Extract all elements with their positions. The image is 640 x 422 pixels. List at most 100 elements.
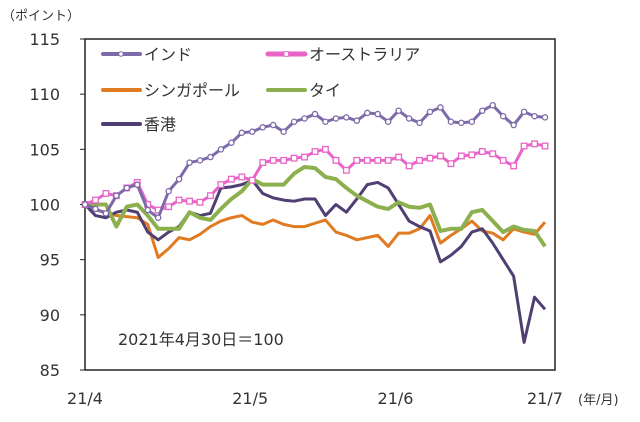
data-point	[374, 110, 381, 118]
data-point	[248, 176, 256, 184]
legend-label: オーストラリア	[309, 45, 420, 64]
y-axis: 85 90 95 100 105 110 115	[29, 30, 85, 380]
data-point	[405, 115, 413, 122]
data-point	[520, 108, 528, 116]
data-point	[426, 154, 434, 162]
x-tick-label: 21/4	[67, 389, 103, 408]
data-point	[395, 153, 403, 161]
data-point	[405, 162, 413, 170]
data-point	[249, 128, 256, 135]
data-point	[426, 108, 434, 116]
data-point	[217, 146, 225, 153]
data-point	[207, 153, 214, 161]
data-point	[395, 107, 402, 114]
data-point	[290, 154, 298, 162]
y-axis-unit-label: （ポイント）	[2, 9, 80, 24]
data-point	[510, 121, 517, 129]
y-tick-label: 85	[40, 361, 60, 380]
data-point	[92, 205, 99, 213]
y-tick-label: 115	[29, 30, 60, 49]
data-point	[478, 148, 486, 155]
data-point	[301, 153, 308, 161]
data-point	[102, 190, 110, 197]
data-point	[269, 121, 277, 129]
data-point	[447, 118, 455, 126]
data-point	[196, 198, 204, 206]
data-point	[311, 110, 319, 118]
y-tick-label: 95	[40, 251, 60, 270]
series-lines	[81, 101, 549, 344]
data-point	[186, 159, 193, 166]
data-point	[416, 156, 423, 164]
data-point	[489, 101, 496, 109]
data-point	[510, 162, 518, 170]
data-point	[175, 175, 183, 183]
legend-label: タイ	[309, 81, 341, 100]
data-point	[457, 152, 465, 160]
legend-label: インド	[144, 45, 192, 64]
x-tick-label: 21/6	[378, 389, 414, 408]
data-point	[175, 196, 183, 204]
data-point	[384, 156, 392, 164]
series-line	[85, 164, 547, 248]
data-point	[447, 160, 455, 168]
data-point	[322, 118, 329, 126]
legend-marker	[118, 51, 124, 57]
data-point	[280, 128, 287, 135]
data-point	[342, 166, 350, 174]
legend-label: 香港	[144, 115, 176, 134]
data-point	[343, 114, 350, 121]
data-point	[217, 181, 225, 189]
data-point	[541, 142, 549, 150]
data-point	[531, 140, 538, 148]
data-point	[468, 118, 476, 126]
data-point	[363, 156, 371, 164]
data-point	[228, 139, 235, 146]
data-point	[165, 203, 173, 211]
legend-marker	[283, 51, 290, 57]
data-point	[238, 129, 246, 137]
data-point	[468, 151, 476, 159]
data-point	[196, 157, 204, 164]
data-point	[437, 152, 444, 160]
data-point	[458, 119, 465, 127]
data-point	[384, 118, 392, 126]
data-point	[134, 181, 141, 188]
data-point	[92, 196, 99, 204]
y-tick-label: 100	[29, 196, 60, 215]
legend-label: シンガポール	[144, 81, 240, 100]
data-point	[113, 192, 120, 199]
data-point	[541, 114, 549, 121]
data-point	[332, 115, 340, 122]
data-point	[154, 214, 162, 221]
data-point	[259, 124, 266, 131]
data-point	[311, 148, 319, 155]
data-point	[301, 115, 308, 122]
data-point	[227, 175, 235, 183]
data-point	[437, 104, 444, 111]
y-tick-label: 105	[29, 140, 60, 159]
data-point	[165, 188, 172, 195]
data-point	[416, 119, 423, 127]
data-point	[102, 210, 110, 217]
data-point	[499, 112, 507, 120]
x-tick-label: 21/5	[232, 389, 268, 408]
data-point	[280, 156, 288, 164]
series-line	[83, 178, 547, 344]
x-tick-label: 21/7	[527, 389, 563, 408]
x-axis-unit-label: (年/月)	[578, 393, 619, 408]
data-point	[353, 117, 361, 124]
data-point	[353, 156, 361, 164]
data-point	[322, 145, 329, 153]
y-tick-label: 110	[29, 85, 60, 104]
data-point	[144, 206, 151, 214]
data-point	[186, 197, 193, 205]
data-point	[81, 201, 89, 208]
data-point	[364, 109, 371, 117]
data-point	[238, 173, 246, 181]
data-point	[290, 118, 298, 126]
data-point	[489, 150, 497, 158]
x-axis: 21/4 21/5 21/6 21/7	[67, 389, 563, 408]
